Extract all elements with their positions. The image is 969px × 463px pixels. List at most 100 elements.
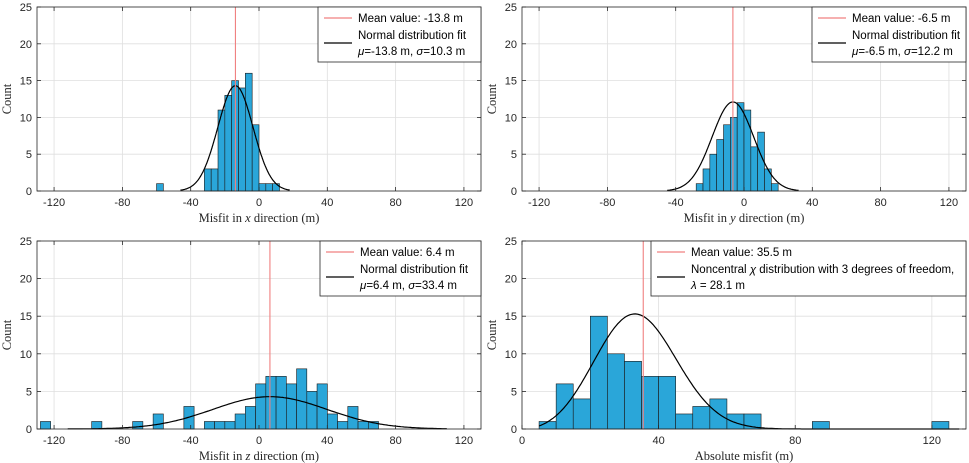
legend-fit-params-part: μ <box>851 46 859 58</box>
legend-mean-label: Mean value: 35.5 m <box>691 247 792 259</box>
histogram-bar <box>730 117 738 192</box>
legend-fit-params-part: =-6.5 m, <box>858 46 904 58</box>
x-axis-label: Misfit in y direction (m) <box>684 211 805 225</box>
legend-fit-params: μ=6.4 m, σ=33.4 m <box>359 280 457 292</box>
x-tick-label: 40 <box>652 435 664 447</box>
legend-fit-params-part: σ <box>416 46 424 58</box>
y-tick-label: 15 <box>505 311 517 323</box>
x-axis-label: Misfit in z direction (m) <box>199 449 319 463</box>
x-tick-label: -120 <box>43 197 65 209</box>
legend: Mean value: -13.8 m Normal distribution f… <box>317 6 482 63</box>
histogram-bar <box>91 421 103 430</box>
histogram-bar <box>590 315 608 430</box>
legend-fit-params-part: =6.4 m, <box>366 280 408 292</box>
legend-fit-label: Normal distribution fit <box>360 264 469 276</box>
x-tick-label: 120 <box>923 435 941 447</box>
legend-fit-params: μ=-13.8 m, σ=10.3 m <box>357 46 465 58</box>
x-axis-label-part: Misfit in <box>684 211 731 225</box>
x-tick-label: 40 <box>321 435 333 447</box>
y-axis-label: Count <box>485 83 499 114</box>
y-tick-label: 5 <box>511 386 517 398</box>
x-axis-label: Misfit in x direction (m) <box>199 211 320 225</box>
x-tick-label: -80 <box>114 197 130 209</box>
legend-fit-params-part: λ <box>690 280 697 292</box>
legend-box <box>811 6 967 63</box>
x-tick-label: 80 <box>874 197 886 209</box>
legend-fit-params-part: =-13.8 m, <box>364 46 416 58</box>
histogram-bar <box>572 398 591 430</box>
histogram-bar <box>296 368 308 430</box>
y-tick-label: 20 <box>505 274 517 286</box>
y-tick-label: 0 <box>26 186 32 198</box>
x-tick-label: 0 <box>519 435 525 447</box>
legend-fit-params-part: μ <box>357 46 365 58</box>
histogram-bar <box>337 421 349 430</box>
x-tick-label: 80 <box>789 435 801 447</box>
histogram-bar <box>132 421 144 430</box>
legend-fit-params-part: μ <box>359 280 367 292</box>
x-tick-label: 0 <box>741 197 747 209</box>
panel-2: -120 -80 -40 0 40 80 120 0 5 10 15 20 25 Misfit in y … <box>485 2 967 225</box>
y-tick-label: 10 <box>20 349 32 361</box>
histogram-bar <box>204 421 215 430</box>
histogram-bar <box>723 124 731 192</box>
histogram-bar <box>624 361 642 430</box>
histogram-bar <box>156 183 164 192</box>
legend-fit-params-part: =33.4 m <box>415 280 457 292</box>
x-axis-label-part: direction (m) <box>251 211 320 225</box>
legend-mean-label: Mean value: -6.5 m <box>852 13 950 25</box>
histogram-bar <box>234 413 246 430</box>
legend-box <box>317 6 482 63</box>
y-axis-label: Count <box>485 319 499 350</box>
x-tick-label: -120 <box>43 435 65 447</box>
x-tick-label: -40 <box>668 197 684 209</box>
y-tick-label: 5 <box>26 386 32 398</box>
legend-fit-label-part: Noncentral <box>691 264 750 276</box>
legend-mean-label: Mean value: 6.4 m <box>360 247 455 259</box>
y-tick-label: 0 <box>26 424 32 436</box>
histogram-bar <box>675 413 694 430</box>
x-tick-label: 40 <box>321 197 333 209</box>
y-axis-label: Count <box>0 83 14 114</box>
legend: Mean value: -6.5 m Normal distribution fi… <box>811 6 967 63</box>
histogram-bar <box>204 168 212 192</box>
panel-3: -120 -80 -40 0 40 80 120 0 5 10 15 20 25 Misfit in z … <box>0 236 482 463</box>
legend-fit-label: Normal distribution fit <box>852 30 961 42</box>
x-axis-label-part: Misfit in <box>199 211 246 225</box>
x-tick-label: -80 <box>599 197 615 209</box>
x-tick-label: 0 <box>256 435 262 447</box>
histogram-bar <box>750 146 758 192</box>
y-tick-label: 10 <box>505 112 517 124</box>
y-axis-label: Count <box>0 319 14 350</box>
legend-fit-label-part: χ <box>749 264 757 276</box>
y-tick-label: 5 <box>511 149 517 161</box>
histogram-bar <box>702 168 711 192</box>
y-tick-label: 10 <box>505 349 517 361</box>
x-tick-label: -80 <box>114 435 130 447</box>
x-axis-label-part: Misfit in <box>199 449 246 463</box>
x-tick-label: 120 <box>455 435 473 447</box>
histogram-bar <box>695 183 704 192</box>
histogram-bar <box>265 183 273 192</box>
legend-fit-params-part: = 28.1 m <box>697 280 745 292</box>
legend: Mean value: 6.4 m Normal distribution fit… <box>319 240 482 297</box>
x-axis-label-part: x <box>244 211 251 225</box>
histogram-bar <box>736 102 745 192</box>
histogram-bar <box>726 413 745 430</box>
x-tick-label: 40 <box>806 197 818 209</box>
histogram-bar <box>607 353 625 430</box>
legend-fit-label-part: distribution with 3 degrees of freedom, <box>756 264 954 276</box>
y-tick-label: 15 <box>20 76 32 88</box>
histogram-bar <box>272 183 280 192</box>
y-tick-label: 15 <box>505 76 517 88</box>
y-tick-label: 0 <box>511 424 517 436</box>
x-axis-label-part: direction (m) <box>736 211 805 225</box>
y-tick-label: 25 <box>20 236 32 248</box>
histogram-bar <box>716 139 724 192</box>
fit-curve <box>67 396 447 430</box>
histogram-bar <box>812 421 830 430</box>
y-tick-label: 20 <box>505 39 517 51</box>
legend-fit-params-part: σ <box>904 46 912 58</box>
histogram-bar <box>658 376 676 430</box>
